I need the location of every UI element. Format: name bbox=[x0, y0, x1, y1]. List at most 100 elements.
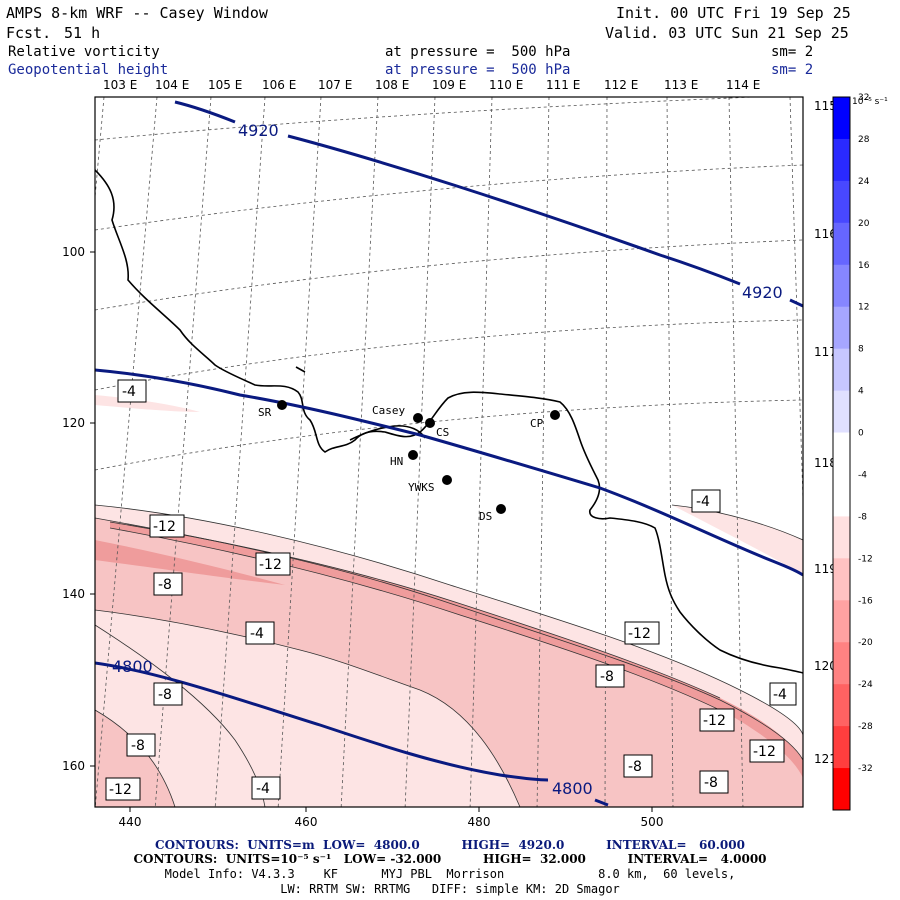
station-label-hn: HN bbox=[390, 455, 403, 468]
vorticity-label: -8 bbox=[704, 775, 718, 791]
station-marker-sr bbox=[277, 400, 287, 410]
init-time: Init. 00 UTC Fri 19 Sep 25 bbox=[616, 4, 851, 22]
parallel-grid bbox=[95, 97, 803, 471]
footer-vorticity-contours: CONTOURS: UNITS=10⁻⁵ s⁻¹ LOW= -32.000 HI… bbox=[133, 852, 767, 866]
vorticity-label-box: -4 bbox=[691, 489, 721, 513]
station-label-cp: CP bbox=[530, 417, 544, 430]
vorticity-label: -4 bbox=[250, 626, 264, 642]
vorticity-label: -4 bbox=[696, 494, 710, 510]
top-lon-label: 112 E bbox=[604, 78, 638, 92]
field-name-vorticity: Relative vorticity bbox=[8, 44, 160, 60]
station-marker-casey bbox=[413, 413, 423, 423]
station-label-sr: SR bbox=[258, 406, 272, 419]
colorbar-label: -24 bbox=[858, 680, 873, 690]
colorbar-swatch bbox=[833, 642, 850, 685]
top-lon-label: 111 E bbox=[546, 78, 580, 92]
x-tick-label: 480 bbox=[468, 815, 491, 829]
top-lon-label: 114 E bbox=[726, 78, 760, 92]
smoothing-height: sm= 2 bbox=[771, 62, 814, 78]
vorticity-label-box: -8 bbox=[126, 733, 156, 757]
colorbar-label: 12 bbox=[858, 303, 869, 313]
vorticity-label: -4 bbox=[773, 687, 787, 703]
station-label-ds: DS bbox=[479, 510, 492, 523]
height-contour-label: 4920 bbox=[238, 121, 279, 140]
vorticity-label: -4 bbox=[256, 781, 270, 797]
vorticity-label: -12 bbox=[259, 557, 282, 573]
colorbar-swatch bbox=[833, 222, 850, 266]
colorbar-swatch bbox=[833, 768, 850, 811]
station-label-cs: CS bbox=[436, 426, 449, 439]
colorbar-swatch bbox=[833, 180, 850, 224]
top-lon-label: 103 E bbox=[103, 78, 137, 92]
vorticity-label-box: -4 bbox=[251, 776, 281, 800]
colorbar-unit: 10⁻⁵ s⁻¹ bbox=[852, 97, 888, 107]
pressure-level-vorticity: at pressure = 500 hPa bbox=[385, 44, 571, 60]
vorticity-label-box: -12 bbox=[749, 739, 785, 763]
field-name-height: Geopotential height bbox=[8, 62, 169, 78]
top-lon-label: 105 E bbox=[208, 78, 242, 92]
y-tick-label: 120 bbox=[62, 416, 85, 430]
colorbar-label: -20 bbox=[858, 638, 873, 648]
colorbar-label: 4 bbox=[858, 387, 864, 397]
valid-time: Valid. 03 UTC Sun 21 Sep 25 bbox=[605, 24, 849, 42]
colorbar-swatch bbox=[833, 684, 850, 727]
top-lon-label: 108 E bbox=[375, 78, 409, 92]
vorticity-label: -4 bbox=[122, 384, 136, 400]
plot-frame bbox=[94, 96, 804, 808]
plot-title: AMPS 8-km WRF -- Casey Window bbox=[6, 4, 268, 22]
top-lon-label: 110 E bbox=[489, 78, 523, 92]
colorbar-swatch bbox=[833, 138, 850, 182]
colorbar-label: 8 bbox=[858, 345, 864, 355]
colorbar-swatch bbox=[833, 348, 850, 392]
colorbar-swatch bbox=[833, 390, 850, 434]
colorbar-frame bbox=[832, 96, 851, 811]
vorticity-label: -8 bbox=[628, 759, 642, 775]
vorticity-label: -12 bbox=[153, 519, 176, 535]
vorticity-label: -12 bbox=[703, 713, 726, 729]
forecast-label: Fcst. bbox=[6, 24, 52, 42]
height-contour-label: 4800 bbox=[552, 779, 593, 798]
vorticity-label-box: -8 bbox=[595, 664, 625, 688]
colorbar-label: 16 bbox=[858, 261, 870, 271]
x-tick-label: 440 bbox=[119, 815, 142, 829]
y-tick-label: 100 bbox=[62, 245, 85, 259]
vorticity-label-box: -12 bbox=[624, 621, 660, 645]
vorticity-shade-dark bbox=[95, 540, 285, 585]
x-tick-label: 500 bbox=[641, 815, 664, 829]
vorticity-label-box: -12 bbox=[149, 514, 185, 538]
colorbar-label: 32 bbox=[858, 93, 869, 103]
colorbar-swatch bbox=[833, 600, 850, 643]
vorticity-label-box: -8 bbox=[153, 682, 183, 706]
x-tick-label: 460 bbox=[295, 815, 318, 829]
vorticity-label-box: -4 bbox=[117, 379, 147, 403]
colorbar-label: -32 bbox=[858, 764, 873, 774]
pressure-level-height: at pressure = 500 hPa bbox=[385, 62, 571, 78]
station-marker-cs bbox=[425, 418, 435, 428]
colorbar-label: 24 bbox=[858, 177, 870, 187]
colorbar-label: 28 bbox=[858, 135, 870, 145]
colorbar-swatch bbox=[833, 558, 850, 601]
vorticity-label-box: -12 bbox=[105, 777, 141, 801]
footer-physics-info: LW: RRTM SW: RRTMG DIFF: simple KM: 2D S… bbox=[280, 882, 620, 896]
colorbar-label: -12 bbox=[858, 554, 873, 564]
height-contours bbox=[95, 100, 803, 807]
top-lon-label: 109 E bbox=[432, 78, 466, 92]
vorticity-label-box: -8 bbox=[153, 572, 183, 596]
footer-model-info: Model Info: V4.3.3 KF MYJ PBL Morrison 8… bbox=[164, 867, 736, 881]
smoothing-vorticity: sm= 2 bbox=[771, 44, 814, 60]
station-marker-hn bbox=[408, 450, 418, 460]
colorbar-swatch bbox=[833, 306, 850, 350]
coastline bbox=[95, 169, 803, 674]
vorticity-label: -12 bbox=[753, 744, 776, 760]
colorbar-label: -28 bbox=[858, 722, 873, 732]
vorticity-label-box: -8 bbox=[623, 754, 653, 778]
vorticity-label: -8 bbox=[158, 577, 172, 593]
colorbar: 32 28 24 20 16 12 8 4 0 -4 -8 -12 -16 -20 -24 -28 -32 bbox=[832, 93, 873, 811]
vorticity-label-box: -8 bbox=[699, 770, 729, 794]
height-contour-label: 4800 bbox=[112, 657, 153, 676]
top-lon-label: 113 E bbox=[664, 78, 698, 92]
colorbar-label: 0 bbox=[858, 429, 864, 439]
height-contour-label: 4920 bbox=[742, 283, 783, 302]
station-marker-ds bbox=[496, 504, 506, 514]
top-lon-label: 106 E bbox=[262, 78, 296, 92]
